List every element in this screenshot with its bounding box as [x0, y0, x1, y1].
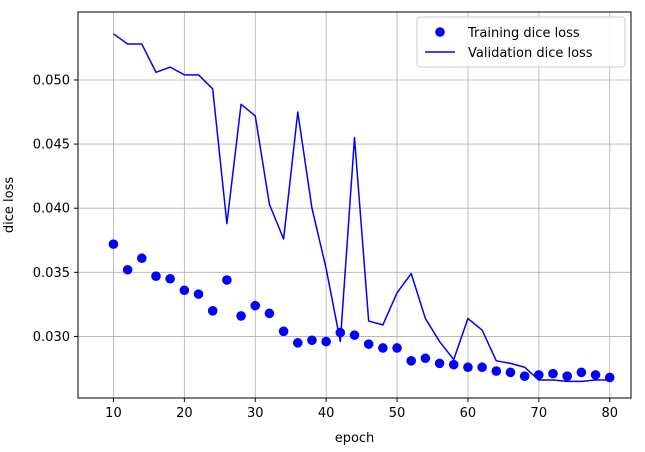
training-loss-point [392, 343, 402, 353]
training-loss-point [179, 285, 190, 296]
legend-marker-training [435, 27, 445, 37]
x-tick-label: 50 [389, 406, 406, 421]
training-loss-point [548, 368, 558, 379]
training-loss-point [378, 343, 388, 353]
training-loss-point [349, 330, 360, 340]
y-tick-label: 0.040 [33, 202, 70, 217]
training-loss-point [108, 239, 119, 249]
training-loss-point [236, 311, 246, 321]
training-loss-point [278, 326, 289, 337]
x-axis-label: epoch [335, 431, 375, 446]
x-tick-label: 20 [176, 406, 193, 421]
series-layer [108, 33, 615, 383]
training-loss-point [406, 356, 417, 366]
training-loss-point [222, 275, 232, 285]
x-tick-label: 70 [531, 406, 548, 421]
x-tick-label: 10 [105, 406, 122, 421]
legend-box [416, 16, 626, 68]
training-loss-point [193, 289, 204, 299]
y-axis-ticks: 0.030 0.035 0.040 0.045 0.050 [33, 73, 78, 345]
training-loss-point [122, 264, 133, 275]
x-tick-label: 30 [247, 406, 264, 421]
x-tick-label: 80 [601, 406, 618, 421]
training-loss-point [321, 336, 331, 347]
plot-frame [77, 11, 632, 399]
training-loss-point [576, 367, 587, 378]
training-loss-point [363, 339, 374, 349]
training-loss-point [137, 253, 147, 264]
training-loss-point [505, 367, 516, 378]
y-tick-label: 0.050 [33, 73, 70, 88]
training-loss-point [151, 271, 161, 281]
training-loss-point [207, 305, 218, 316]
training-loss-point [292, 338, 303, 348]
x-tick-label: 40 [318, 406, 335, 421]
legend-label-validation: Validation dice loss [468, 46, 593, 61]
training-loss-point [534, 370, 544, 380]
y-tick-label: 0.045 [33, 138, 70, 153]
y-tick-label: 0.030 [33, 330, 70, 345]
training-loss-point [264, 308, 275, 319]
training-loss-point [463, 362, 473, 373]
training-loss-point [491, 366, 502, 376]
training-loss-point [604, 372, 615, 383]
training-loss-point [477, 362, 487, 373]
x-tick-label: 60 [460, 406, 477, 421]
y-tick-label: 0.035 [33, 266, 70, 281]
x-axis-ticks: 10 20 30 40 50 60 70 80 [105, 398, 618, 421]
training-loss-point [519, 371, 530, 381]
training-loss-point [448, 359, 459, 370]
training-loss-point [434, 358, 445, 369]
legend: Training dice loss Validation dice loss [416, 16, 626, 68]
training-loss-point [250, 300, 261, 311]
training-loss-point [420, 353, 431, 364]
training-loss-point [562, 371, 572, 381]
legend-label-training: Training dice loss [467, 26, 580, 41]
training-loss-point [590, 370, 601, 380]
training-loss-point [165, 273, 175, 284]
training-loss-point [307, 335, 317, 346]
validation-loss-line [113, 33, 610, 383]
y-axis-label: dice loss [2, 177, 17, 233]
